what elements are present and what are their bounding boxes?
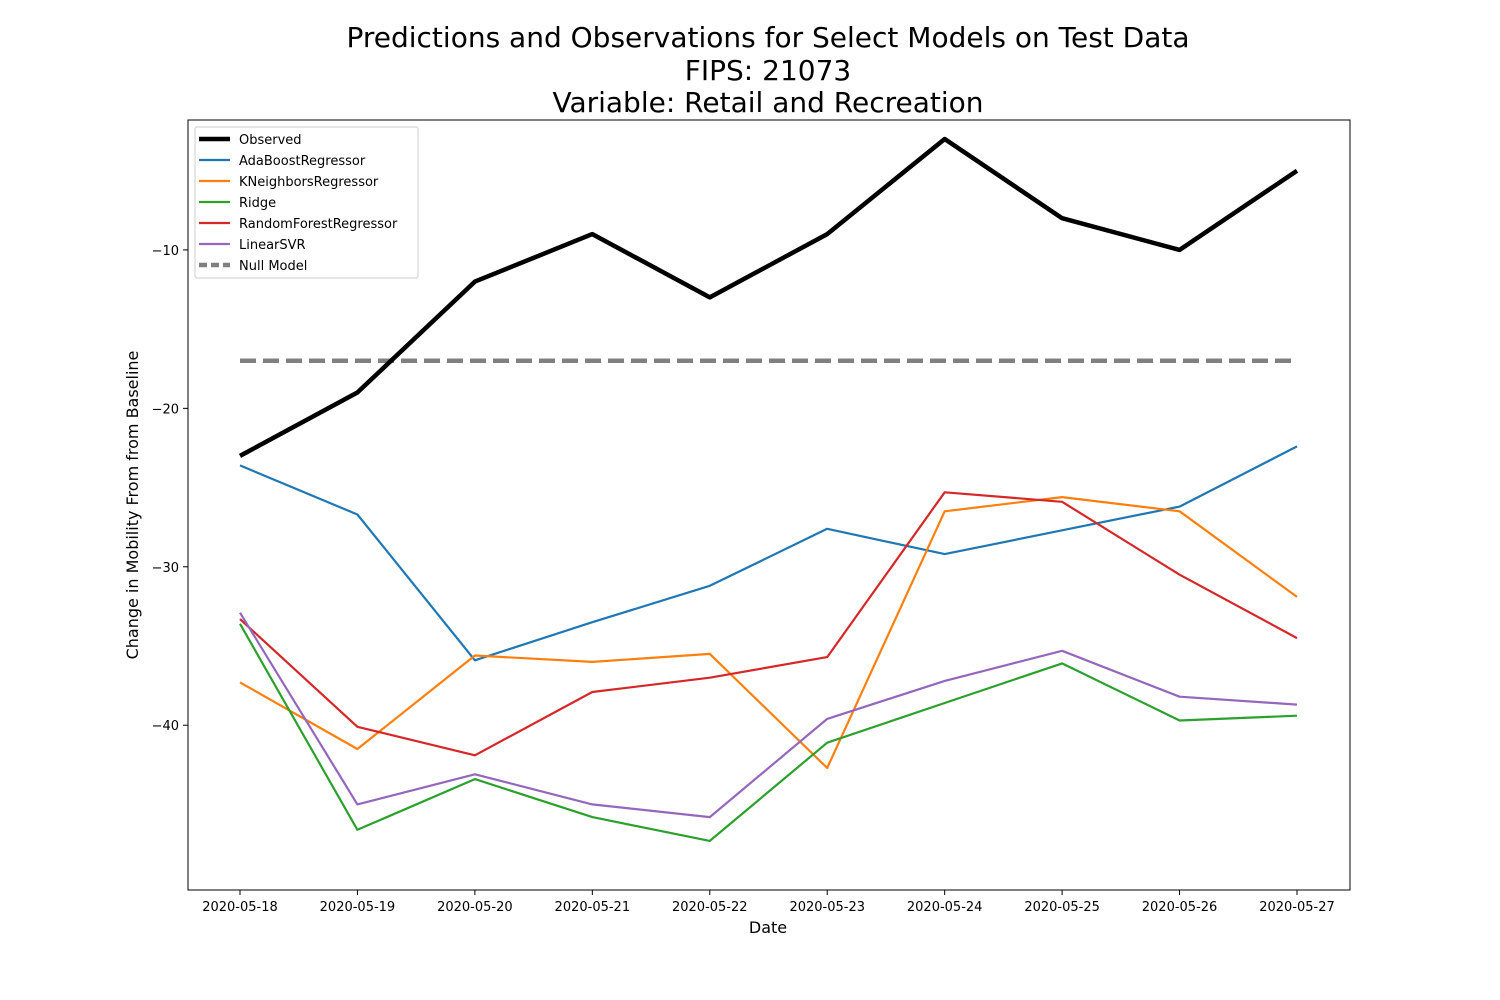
x-tick-label: 2020-05-21 [555,900,631,915]
x-tick-label: 2020-05-20 [437,900,513,915]
y-axis-ticks: −40 −30 −20 −10 [152,244,188,734]
series-line-randomforestregressor [239,491,1298,757]
legend-label-kneighborsregressor: KNeighborsRegressor [239,175,379,190]
legend-label-adaboostregressor: AdaBoostRegressor [239,154,366,169]
legend-label-null-model: Null Model [239,259,307,274]
legend-box [194,126,419,279]
legend-label-linearsvr: LinearSVR [239,238,306,253]
plot-area-frame [187,119,1351,891]
legend-label-ridge: Ridge [239,196,276,211]
series-line-linearsvr [239,612,1298,819]
x-tick-label: 2020-05-25 [1024,900,1100,915]
x-tick-label: 2020-05-23 [789,900,865,915]
chart-title-line-2: FIPS: 21073 [685,54,851,87]
x-tick-label: 2020-05-26 [1142,900,1218,915]
x-tick-label: 2020-05-18 [202,900,278,915]
x-axis-ticks: 2020-05-18 2020-05-19 2020-05-20 2020-05-21… [202,890,1335,915]
series-line-ridge [239,623,1298,843]
y-tick-label: −10 [152,244,179,259]
x-tick-label: 2020-05-22 [672,900,748,915]
series-layer [238,136,1299,843]
y-tick-label: −30 [152,561,179,576]
x-axis-label: Date [749,918,787,937]
x-tick-label: 2020-05-19 [320,900,396,915]
series-line-adaboostregressor [239,445,1298,662]
chart-title-line-3: Variable: Retail and Recreation [552,86,983,119]
chart-title: Predictions and Observations for Select … [346,21,1189,119]
legend: Observed AdaBoostRegressor KNeighborsRegre… [194,126,419,279]
legend-label-randomforestregressor: RandomForestRegressor [239,217,398,232]
series-line-kneighborsregressor [239,496,1298,770]
y-tick-label: −40 [152,719,179,734]
series-line-observed [238,136,1299,458]
x-tick-label: 2020-05-24 [907,900,983,915]
legend-label-observed: Observed [239,133,302,148]
chart-title-line-1: Predictions and Observations for Select … [346,21,1189,54]
y-tick-label: −20 [152,402,179,417]
x-tick-label: 2020-05-27 [1259,900,1335,915]
y-axis-label: Change in Mobility From from Baseline [123,351,142,660]
